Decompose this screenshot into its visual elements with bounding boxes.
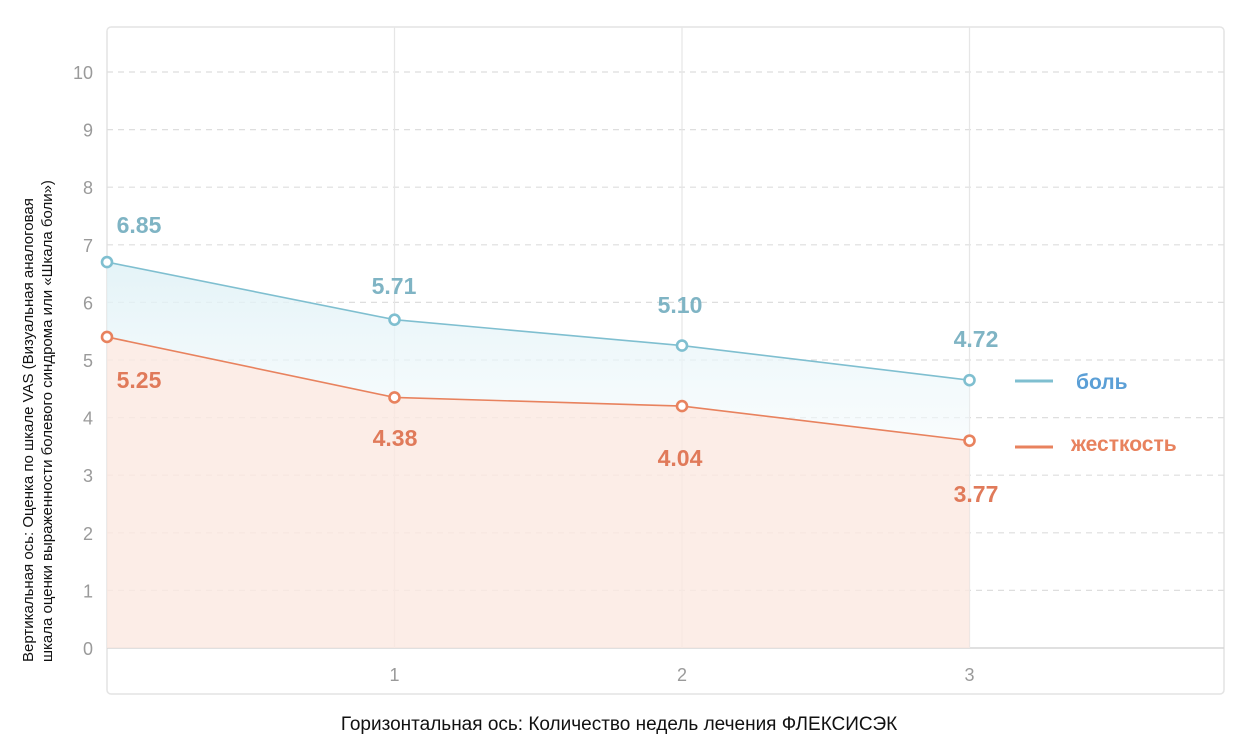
y-axis-title-line-2: шкала оценки выраженности болевого синдр… (39, 180, 56, 662)
data-point-pain (963, 373, 976, 387)
data-labels: 6.85 5.71 5.10 4.72 5.25 4.38 4.04 3.77 (117, 212, 999, 507)
series-line-stiffness (106, 336, 970, 442)
data-point-pain (388, 313, 401, 326)
y-tick-label: 10 (73, 63, 93, 83)
data-label-stiffness: 5.25 (117, 367, 162, 393)
axis-ticks: 0 1 2 3 4 5 6 7 8 9 10 1 2 3 (73, 63, 975, 685)
data-point-pain (100, 255, 114, 269)
legend: боль жесткость (1015, 371, 1177, 456)
x-tick-label: 3 (964, 665, 974, 685)
y-tick-label: 7 (83, 236, 93, 256)
data-point-pain (675, 339, 689, 352)
series-line-pain (106, 261, 970, 381)
y-tick-label: 0 (83, 639, 93, 659)
area-pain (107, 262, 970, 441)
y-tick-label: 2 (83, 524, 93, 544)
y-tick-label: 4 (83, 409, 93, 429)
data-point-stiffness (100, 330, 114, 344)
x-axis-title: Горизонтальная ось: Количество недель ле… (340, 714, 898, 735)
y-tick-label: 5 (83, 351, 93, 371)
data-label-pain: 5.71 (372, 273, 417, 299)
data-label-stiffness: 4.38 (373, 425, 418, 451)
legend-label-stiffness: жесткость (1070, 433, 1177, 456)
y-tick-label: 3 (83, 466, 93, 486)
y-tick-label: 6 (83, 293, 93, 313)
data-point-stiffness (963, 434, 976, 447)
y-tick-label: 1 (83, 581, 93, 601)
y-axis-title: Вертикальная ось: Оценка по шкале VAS (В… (12, 30, 62, 662)
series-lines (100, 255, 976, 447)
y-tick-label: 8 (83, 178, 93, 198)
y-tick-label: 9 (83, 121, 93, 141)
data-point-stiffness (388, 391, 401, 404)
data-label-stiffness: 3.77 (954, 481, 999, 507)
x-tick-label: 2 (677, 665, 687, 685)
legend-label-pain: боль (1076, 371, 1128, 394)
data-label-pain: 4.72 (954, 326, 999, 352)
y-axis-title-line-1: Вертикальная ось: Оценка по шкале VAS (В… (20, 198, 37, 662)
x-tick-label: 1 (389, 665, 399, 685)
data-label-pain: 6.85 (117, 212, 162, 238)
data-point-stiffness (675, 399, 689, 413)
data-label-pain: 5.10 (658, 292, 703, 318)
data-label-stiffness: 4.04 (658, 445, 703, 471)
